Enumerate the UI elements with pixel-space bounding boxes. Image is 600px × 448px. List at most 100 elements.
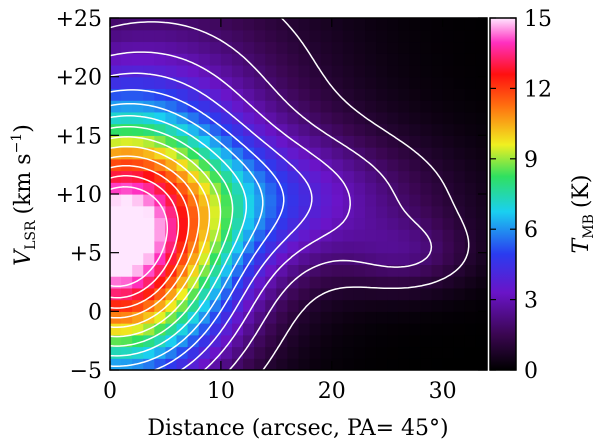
heatmap-cell <box>254 358 266 370</box>
heatmap-cell <box>342 299 355 312</box>
heatmap-cell <box>154 299 167 312</box>
heatmap-cell <box>276 194 289 207</box>
heatmap-cell <box>154 123 167 136</box>
heatmap-cell <box>420 194 433 207</box>
heatmap-cell <box>353 88 366 101</box>
heatmap-cell <box>453 135 466 148</box>
heatmap-cell <box>331 334 344 348</box>
heatmap-cell <box>409 287 422 301</box>
heatmap-cell <box>442 182 455 195</box>
heatmap-cell <box>276 264 289 277</box>
heatmap-cell <box>198 76 211 89</box>
heatmap-cell <box>431 311 444 324</box>
heatmap-cell <box>420 147 433 160</box>
heatmap-cell <box>420 299 433 312</box>
heatmap-cell <box>320 29 333 43</box>
heatmap-cell <box>154 358 167 370</box>
heatmap-cell <box>387 64 399 78</box>
heatmap-cell <box>376 346 388 359</box>
plot-area <box>110 18 487 370</box>
heatmap-cell <box>353 29 366 43</box>
contour-level-13 <box>110 175 180 299</box>
heatmap-cell <box>265 88 277 101</box>
heatmap-cell <box>309 311 322 324</box>
heatmap-cell <box>353 346 366 359</box>
heatmap-cell <box>110 100 122 113</box>
heatmap-cell <box>453 358 466 370</box>
y-tick-label: +15 <box>56 124 102 149</box>
heatmap-cell <box>475 182 487 195</box>
heatmap-cell <box>409 311 422 324</box>
heatmap-cell <box>464 29 477 43</box>
heatmap-cell <box>420 358 433 370</box>
heatmap-cell <box>265 182 277 195</box>
heatmap-cell <box>365 264 377 277</box>
heatmap-cell <box>453 123 466 136</box>
heatmap-cell <box>143 100 155 113</box>
heatmap-cell <box>431 264 444 277</box>
heatmap-cell <box>254 205 266 219</box>
heatmap-cell <box>409 158 422 172</box>
heatmap-cell <box>209 158 222 172</box>
heatmap-cell <box>387 147 399 160</box>
heatmap-cell <box>154 240 167 254</box>
heatmap-cell <box>231 346 244 359</box>
heatmap-cell <box>209 334 222 348</box>
heatmap-cell <box>309 323 322 336</box>
heatmap-cell <box>165 29 178 43</box>
heatmap-cell <box>287 170 300 183</box>
heatmap-cell <box>365 88 377 101</box>
heatmap-cell <box>121 323 133 336</box>
heatmap-cell <box>309 194 322 207</box>
heatmap-cell <box>287 100 300 113</box>
heatmap-cell <box>176 358 189 370</box>
heatmap-cell <box>475 358 487 370</box>
heatmap-cell <box>331 29 344 43</box>
heatmap-cell <box>442 264 455 277</box>
heatmap-cell <box>220 287 233 301</box>
heatmap-cell <box>165 276 178 289</box>
heatmap-cell <box>121 287 133 301</box>
x-axis-label: Distance (arcsec, PA= 45°) <box>147 416 448 441</box>
heatmap-cell <box>420 287 433 301</box>
heatmap-cell <box>442 358 455 370</box>
heatmap-cell <box>265 18 277 31</box>
heatmap-cell <box>154 252 167 265</box>
heatmap-cell <box>398 323 410 336</box>
heatmap-cell <box>143 311 155 324</box>
heatmap-cell <box>143 18 155 31</box>
heatmap-cell <box>353 18 366 31</box>
heatmap-cell <box>265 170 277 183</box>
colorbar-ticks: 0 3 6 9 12 15 <box>490 7 552 384</box>
heatmap-cell <box>243 135 255 148</box>
heatmap-cell <box>342 18 355 31</box>
heatmap-cell <box>376 311 388 324</box>
heatmap-cell <box>309 53 322 66</box>
heatmap-cell <box>387 123 399 136</box>
heatmap-cell <box>309 182 322 195</box>
heatmap-cell <box>409 170 422 183</box>
heatmap-cell <box>198 358 211 370</box>
heatmap-cell <box>387 18 399 31</box>
heatmap-cell <box>475 311 487 324</box>
heatmap-cell <box>220 311 233 324</box>
heatmap-cell <box>287 229 300 242</box>
heatmap-cell <box>320 252 333 265</box>
heatmap-cell <box>376 264 388 277</box>
heatmap-cell <box>298 170 311 183</box>
heatmap-cell <box>220 64 233 78</box>
heatmap-cell <box>398 170 410 183</box>
heatmap-cell <box>387 53 399 66</box>
heatmap-cell <box>187 18 200 31</box>
heatmap-cell <box>387 194 399 207</box>
heatmap-cell <box>209 76 222 89</box>
heatmap-cell <box>376 240 388 254</box>
heatmap-cell <box>254 64 266 78</box>
heatmap-cell <box>365 276 377 289</box>
heatmap-cell <box>276 18 289 31</box>
heatmap-cell <box>409 194 422 207</box>
heatmap-cell <box>110 264 122 277</box>
heatmap-cell <box>342 53 355 66</box>
heatmap-cell <box>243 100 255 113</box>
heatmap-cell <box>398 276 410 289</box>
